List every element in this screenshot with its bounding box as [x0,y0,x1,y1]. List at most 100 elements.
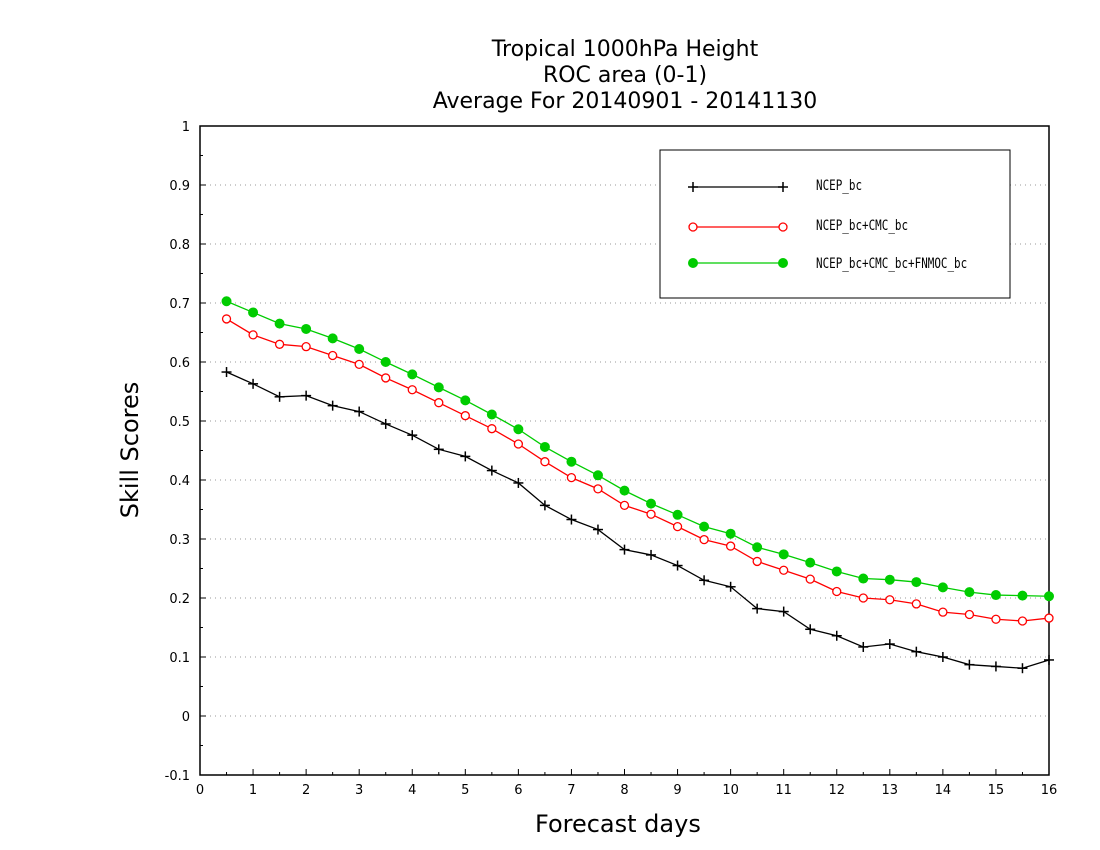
series-0-point-28 [964,659,975,670]
series-1-point-19 [725,541,736,551]
x-tick-label-12: 12 [828,783,845,798]
legend-marker-2-b [778,258,788,268]
y-tick-label-10: 0.9 [169,179,190,194]
series-2-point-5 [354,344,365,355]
series-1-point-17 [672,521,683,532]
series-0-point-26 [911,646,922,657]
legend-label-ncep-bc-cmc-bc: NCEP_bc+CMC_bc [816,218,909,234]
x-tick-label-13: 13 [882,783,899,798]
series-1-point-5 [354,359,364,370]
x-tick-label-1: 1 [249,783,257,798]
y-tick-label-6: 0.5 [169,415,190,430]
chart-title-line-3: Average For 20140901 - 20141130 [432,89,818,114]
x-tick-label-2: 2 [302,783,310,798]
series-1-point-25 [885,595,895,605]
y-tick-label-0: -0.1 [165,769,190,784]
series-0-point-3 [301,390,312,401]
legend-marker-1-a [688,222,698,232]
x-tick-label-9: 9 [673,783,681,798]
series-2-point-23 [831,566,842,577]
series-1-point-28 [964,609,975,620]
series-2-point-18 [699,521,710,532]
series-1-point-23 [832,586,842,597]
chart-title-line-2: ROC area (0-1) [542,63,708,88]
x-tick-label-3: 3 [355,783,363,798]
x-tick-label-15: 15 [988,783,1005,798]
series-2-point-30 [1017,590,1028,601]
y-tick-label-4: 0.3 [169,533,190,548]
x-tick-label-6: 6 [514,783,522,798]
series-1-point-24 [858,593,868,603]
series-0-point-22 [805,624,816,635]
series-0-point-19 [725,581,736,592]
series-2-point-22 [805,557,816,568]
legend-label-ncep-bc: NCEP_bc [816,178,863,194]
series-0-point-24 [858,641,869,652]
series-2-point-19 [725,528,736,539]
series-0-point-25 [884,639,895,650]
series-1-point-6 [381,373,391,383]
series-2-point-25 [884,574,895,585]
series-0-point-21 [778,606,789,617]
chart-title-line-1: Tropical 1000hPa Height [491,37,759,62]
series-1-point-11 [513,439,524,449]
series-1-point-4 [328,350,338,361]
legend-marker-1-b [778,222,788,232]
series-2-point-13 [566,456,577,467]
series-2-point-3 [301,323,312,334]
series-1-point-29 [991,614,1001,624]
series-2-point-8 [433,382,444,393]
series-1-point-20 [752,556,762,567]
y-tick-label-9: 0.8 [169,238,190,253]
x-tick-label-8: 8 [620,783,628,798]
series-0-point-1 [248,378,259,389]
series-1-point-7 [407,385,417,395]
series-0-point-12 [539,500,550,511]
series-2-point-16 [646,498,657,509]
series-2-point-29 [990,590,1001,601]
x-tick-label-5: 5 [461,783,469,798]
series-1-point-31 [1044,613,1054,623]
series-1-point-13 [566,472,577,483]
series-2-point-9 [460,395,471,406]
series-1-point-8 [434,398,444,408]
series-2-point-31 [1044,591,1054,602]
x-tick-label-7: 7 [567,783,575,798]
series-2-point-24 [858,573,869,584]
series-0-point-2 [274,391,285,402]
x-tick-label-4: 4 [408,783,416,798]
series-2-point-15 [619,485,630,496]
series-0-point-23 [831,630,842,641]
series-0-point-10 [486,465,497,476]
series-2-point-2 [274,318,285,329]
legend-marker-0-b [778,182,788,192]
series-0-point-11 [513,477,524,488]
legend-label-ncep-bc-cmc-bc-fnmoc-bc: NCEP_bc+CMC_bc+FNMOC_bc [816,256,968,272]
series-2-point-14 [592,470,603,481]
series-2-point-27 [937,582,948,593]
series-2-point-1 [248,307,259,318]
y-tick-label-7: 0.6 [169,356,190,371]
x-tick-label-16: 16 [1041,783,1058,798]
series-1-point-22 [805,574,815,584]
series-line-0 [226,371,1050,669]
series-0-point-14 [592,524,603,535]
series-0-point-16 [646,549,657,560]
series-0-point-29 [990,661,1001,672]
series-2-point-7 [407,369,418,380]
x-tick-label-14: 14 [935,783,952,798]
series-0-point-20 [752,603,763,614]
series-0-point-30 [1017,663,1028,674]
series-1-point-16 [646,509,656,519]
series-0-point-31 [1044,654,1054,665]
series-2-point-0 [221,296,232,307]
series-2-point-4 [327,333,338,344]
series-1-point-21 [779,565,789,575]
x-tick-label-10: 10 [722,783,739,798]
legend-marker-0-a [688,182,698,192]
y-tick-label-3: 0.2 [169,592,190,607]
x-tick-label-0: 0 [196,783,204,798]
series-1-point-1 [248,330,258,340]
series-2-point-20 [752,542,763,553]
series-0-point-8 [433,444,444,455]
